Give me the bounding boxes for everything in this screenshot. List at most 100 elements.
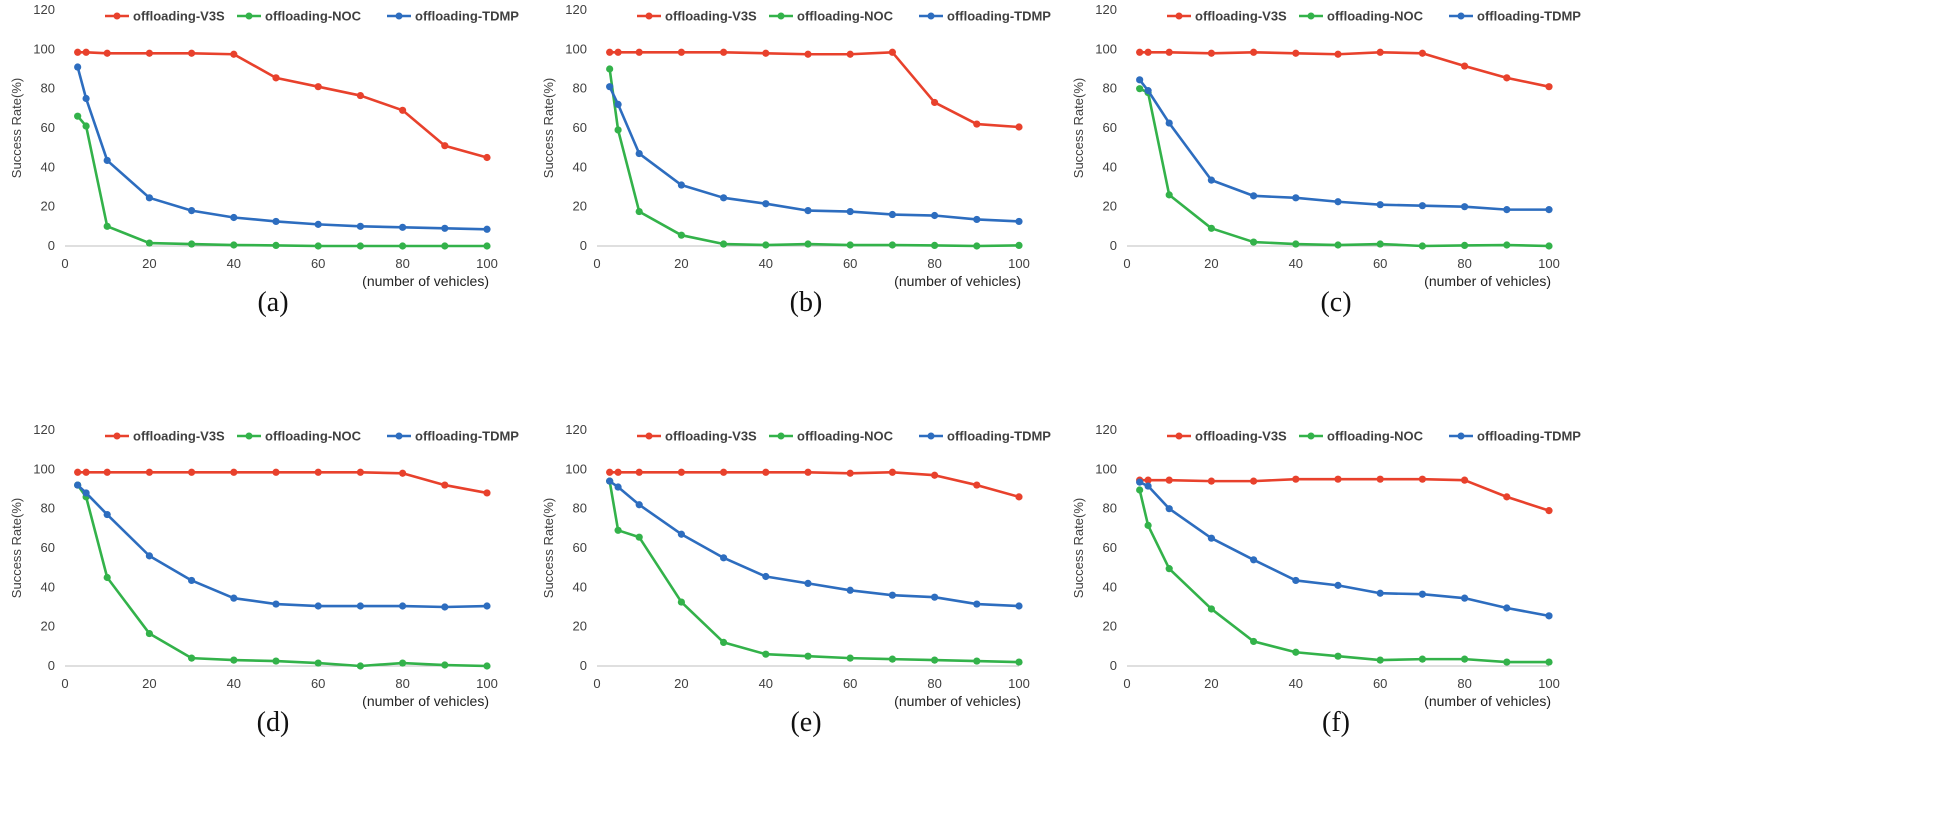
x-tick-label: 100 xyxy=(1538,676,1560,691)
y-tick-label: 120 xyxy=(1095,2,1117,17)
data-point xyxy=(230,213,238,222)
data-point xyxy=(82,122,90,130)
series-offloading-TDMP xyxy=(1136,76,1553,214)
legend-swatch-marker xyxy=(1307,12,1315,20)
data-point xyxy=(1376,656,1384,664)
data-point xyxy=(1503,604,1511,612)
data-point xyxy=(1376,240,1384,248)
data-point xyxy=(1144,476,1152,484)
data-point xyxy=(1136,48,1144,56)
x-tick-label: 80 xyxy=(395,256,409,271)
data-point xyxy=(399,469,407,477)
x-axis-label: (number of vehicles) xyxy=(1424,693,1551,709)
legend-entry-3: offloading-TDMP xyxy=(919,9,1051,24)
data-point xyxy=(1334,652,1342,660)
data-point xyxy=(1376,48,1384,56)
data-point xyxy=(606,477,614,485)
data-point xyxy=(1334,581,1342,589)
series-offloading-V3S xyxy=(74,48,491,162)
data-point xyxy=(677,598,686,606)
data-point xyxy=(635,468,643,476)
data-point xyxy=(606,468,614,476)
data-point xyxy=(1250,477,1258,485)
data-point xyxy=(1015,123,1023,131)
data-point xyxy=(846,586,854,594)
data-point xyxy=(230,594,238,602)
data-point xyxy=(1015,658,1023,666)
data-point xyxy=(441,481,449,489)
data-point xyxy=(1418,475,1426,483)
x-tick-label: 100 xyxy=(1008,256,1030,271)
data-point xyxy=(614,100,622,108)
data-point xyxy=(973,215,981,224)
data-point xyxy=(1503,658,1511,666)
legend-swatch-marker xyxy=(113,12,121,20)
data-point xyxy=(1545,507,1553,515)
series-offloading-NOC xyxy=(606,65,1023,250)
chart-panel-3: 0 20 40 60 80 100 120 0 20 40 60 80 100 Success Rate(… xyxy=(1071,2,1581,318)
legend-entry-1: offloading-V3S xyxy=(637,9,757,24)
data-point xyxy=(230,241,238,249)
y-axis-label: Success Rate(%) xyxy=(1071,78,1086,178)
data-point xyxy=(1376,589,1384,597)
data-point xyxy=(1292,194,1300,202)
data-point xyxy=(399,106,407,114)
data-point xyxy=(1165,505,1173,513)
data-point xyxy=(356,91,364,100)
legend-label: offloading-TDMP xyxy=(415,429,519,444)
legend-swatch-marker xyxy=(927,432,935,440)
data-point xyxy=(973,481,981,489)
legend-label: offloading-V3S xyxy=(665,429,757,444)
legend-label: offloading-TDMP xyxy=(947,429,1051,444)
data-point xyxy=(1334,198,1342,206)
data-point xyxy=(1207,49,1215,57)
y-tick-label: 80 xyxy=(41,501,55,516)
x-tick-label: 20 xyxy=(142,256,156,271)
data-point xyxy=(74,481,82,489)
data-point xyxy=(1376,475,1384,483)
x-tick-label: 20 xyxy=(142,676,156,691)
data-point xyxy=(1545,658,1553,666)
x-tick-label: 80 xyxy=(1457,676,1471,691)
data-point xyxy=(614,48,622,56)
data-point xyxy=(931,98,939,107)
series-line xyxy=(608,68,1020,248)
data-point xyxy=(677,181,686,189)
data-point xyxy=(804,468,812,476)
data-point xyxy=(1292,648,1300,656)
data-point xyxy=(1461,203,1469,211)
legend-swatch-marker xyxy=(927,12,935,20)
data-point xyxy=(1015,217,1023,226)
x-tick-label: 40 xyxy=(1289,256,1303,271)
data-point xyxy=(145,552,153,560)
y-tick-label: 40 xyxy=(573,159,587,174)
y-tick-label: 20 xyxy=(1103,199,1117,214)
x-tick-label: 100 xyxy=(476,256,498,271)
x-axis-label: (number of vehicles) xyxy=(362,693,489,709)
data-point xyxy=(1165,476,1173,484)
legend-label: offloading-TDMP xyxy=(947,9,1051,24)
data-point xyxy=(314,468,322,476)
data-point xyxy=(1461,476,1469,484)
y-tick-label: 60 xyxy=(573,120,587,135)
series-line xyxy=(608,480,1020,608)
data-point xyxy=(1418,202,1426,210)
series-line xyxy=(76,484,488,668)
data-point xyxy=(441,603,449,611)
data-point xyxy=(973,600,981,608)
data-point xyxy=(82,48,90,56)
data-point xyxy=(1250,48,1258,56)
y-tick-label: 120 xyxy=(33,2,55,17)
legend-label: offloading-NOC xyxy=(1327,429,1424,444)
y-axis-label: Success Rate(%) xyxy=(541,498,556,598)
y-tick-label: 60 xyxy=(41,540,55,555)
data-point xyxy=(103,573,111,582)
data-point xyxy=(931,211,939,220)
data-point xyxy=(483,602,491,610)
data-point xyxy=(314,242,322,250)
data-point xyxy=(1207,176,1215,184)
y-tick-label: 0 xyxy=(48,238,55,253)
series-line xyxy=(77,470,488,495)
x-axis-label: (number of vehicles) xyxy=(362,273,489,289)
series-offloading-NOC xyxy=(1136,85,1553,250)
